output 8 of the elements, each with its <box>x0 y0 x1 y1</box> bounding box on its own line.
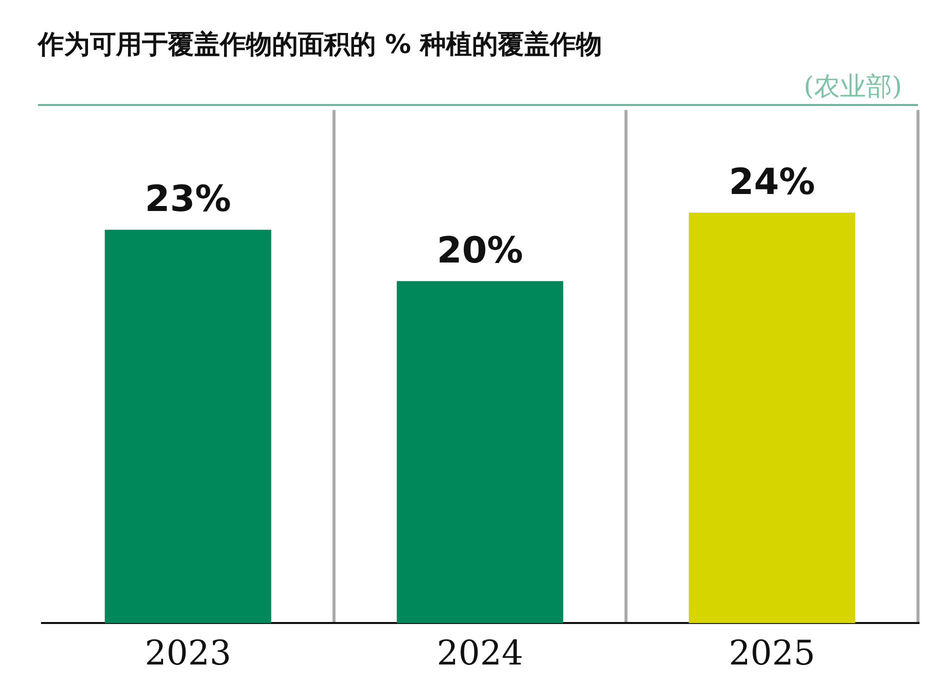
data-label: 23% <box>144 179 232 220</box>
x-tick-label: 2025 <box>728 633 816 674</box>
x-tick-label: 2024 <box>436 633 524 674</box>
x-tick-label: 2023 <box>144 633 232 674</box>
chart-title: 作为可用于覆盖作物的面积的 % 种植的覆盖作物 <box>38 29 604 62</box>
data-label: 24% <box>728 162 816 203</box>
text: (农业部) <box>804 71 902 104</box>
data-label: 20% <box>436 230 524 272</box>
